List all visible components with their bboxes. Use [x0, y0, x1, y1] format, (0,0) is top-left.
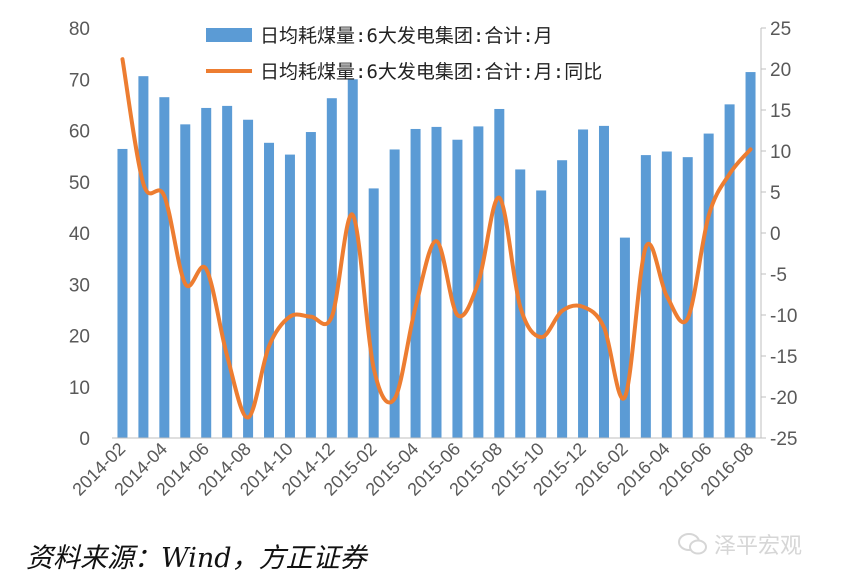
line-point	[435, 239, 438, 243]
line-point	[518, 305, 522, 309]
bar	[598, 125, 609, 438]
line-point	[246, 416, 250, 419]
left-y-tick-label: 70	[69, 70, 90, 91]
line-point	[644, 245, 648, 249]
line-point	[120, 57, 124, 61]
bar	[703, 133, 714, 438]
line-point	[288, 315, 292, 319]
line-point	[162, 194, 166, 198]
line-point	[330, 315, 334, 319]
bar	[243, 119, 254, 439]
line-point	[665, 294, 669, 298]
bar	[724, 104, 735, 439]
bar	[640, 155, 651, 438]
legend: 日均耗煤量:6大发电集团:合计:月 日均耗煤量:6大发电集团:合计:月:同比	[206, 25, 602, 83]
line-point	[351, 213, 355, 217]
right-y-tick-label: -5	[770, 265, 787, 286]
bar	[682, 157, 693, 438]
line-point	[707, 214, 711, 218]
left-y-tick-label: 40	[69, 224, 90, 245]
line-point	[267, 344, 271, 348]
bar	[494, 108, 505, 438]
right-y-tick-label: -15	[770, 347, 797, 368]
line-point	[602, 325, 606, 329]
line-point	[455, 313, 459, 317]
legend-bar-swatch	[206, 28, 252, 42]
source-caption: 资料来源：Wind，方正证券	[26, 543, 367, 574]
legend-line-label: 日均耗煤量:6大发电集团:合计:月:同比	[260, 61, 602, 83]
bar	[305, 132, 316, 438]
line-point	[225, 354, 229, 358]
right-y-tick-label: 25	[770, 19, 791, 40]
right-y-tick-label: 10	[770, 142, 791, 163]
bar	[410, 128, 421, 438]
yoy-line	[120, 57, 753, 420]
watermark-text: 泽平宏观	[714, 534, 803, 559]
bar	[452, 139, 463, 438]
bar	[138, 76, 149, 439]
bar	[557, 160, 568, 438]
left-y-tick-label: 30	[69, 275, 90, 296]
line-point	[581, 305, 585, 309]
line-point	[309, 315, 313, 319]
left-y-tick-label: 20	[69, 327, 90, 348]
right-y-tick-label: -25	[770, 429, 797, 450]
line-point	[372, 366, 376, 370]
line-point	[497, 196, 501, 200]
wechat-icon	[678, 533, 707, 555]
right-y-tick-label: 15	[770, 101, 791, 122]
line-point	[204, 267, 208, 271]
bar	[326, 98, 337, 439]
right-y-tick-label: 0	[770, 224, 781, 245]
line-point	[183, 282, 187, 286]
line-point	[728, 172, 732, 176]
bar	[117, 148, 128, 438]
line-point	[539, 335, 543, 339]
bar	[222, 105, 233, 439]
right-y-tick-label: -20	[770, 388, 797, 409]
left-y-tick-label: 80	[69, 19, 90, 40]
line-point	[749, 147, 753, 151]
bar	[619, 237, 630, 438]
line-point	[393, 397, 397, 401]
right-y-tick-label: -10	[770, 306, 797, 327]
left-y-tick-label: 10	[69, 378, 90, 399]
left-y-tick-label: 60	[69, 122, 90, 143]
left-y-tick-label: 0	[79, 429, 90, 450]
left-y-tick-label: 50	[69, 173, 90, 194]
bar	[389, 149, 400, 438]
watermark: 泽平宏观	[678, 528, 802, 560]
line-point	[414, 305, 418, 309]
bar	[284, 154, 295, 438]
bar	[347, 79, 358, 438]
right-y-tick-label: 20	[770, 60, 791, 81]
line-point	[623, 395, 627, 399]
plot-area: 0 10 20 30 40 50 60 70 80 -25 -20 -15 -10 -5 0 5 10 15 20 2…	[68, 19, 797, 500]
line-point	[141, 182, 145, 186]
line-point	[686, 316, 690, 320]
bar	[159, 97, 170, 438]
line-point	[476, 280, 480, 284]
right-y-tick-label: 5	[770, 183, 781, 204]
bar	[578, 129, 589, 438]
bar	[368, 188, 379, 438]
bar	[431, 126, 442, 438]
bar	[745, 72, 756, 438]
legend-bar-label: 日均耗煤量:6大发电集团:合计:月	[260, 25, 553, 47]
bar	[264, 142, 275, 439]
line-point	[560, 309, 564, 313]
chart: 0 10 20 30 40 50 60 70 80 -25 -20 -15 -10 -5 0 5 10 15 20 2…	[68, 19, 797, 500]
bar	[536, 190, 547, 438]
